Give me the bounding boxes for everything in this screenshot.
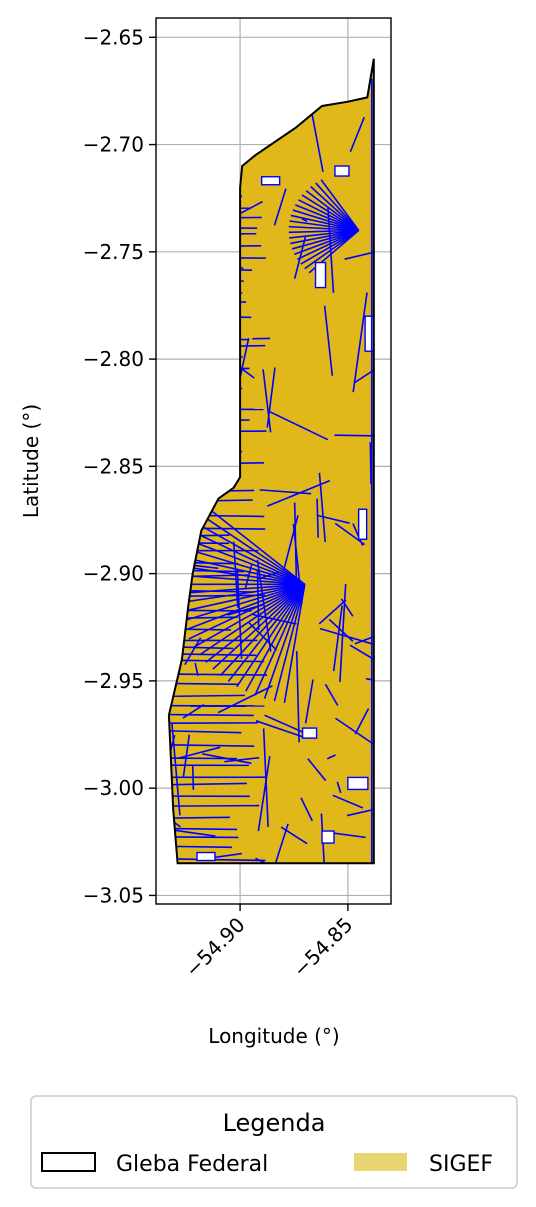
parcel-edge [164, 195, 242, 196]
x-tick-label: −54.90 [180, 913, 249, 982]
y-tick-label: −2.85 [83, 454, 144, 478]
parcel-edge [179, 515, 189, 597]
y-tick-label: −2.95 [83, 669, 144, 693]
y-axis-label: Latitude (°) [19, 404, 43, 518]
parcel-edge [164, 257, 266, 258]
parcel-edge [184, 305, 186, 374]
parcel-edge [334, 435, 373, 436]
parcel-edge [226, 428, 230, 451]
unregistered-gap [322, 831, 334, 843]
legend-label-sigef: SIGEF [429, 1152, 493, 1177]
parcel-edge [317, 499, 318, 538]
parcel-edge [197, 101, 201, 159]
parcel-edge [164, 328, 231, 329]
parcel-edge [164, 368, 250, 369]
parcel-edge [164, 399, 238, 401]
parcel-edge [164, 293, 242, 294]
unregistered-gap [303, 728, 317, 738]
y-tick-label: −2.90 [83, 562, 144, 586]
parcel-edge [159, 103, 178, 111]
parcel-edge [164, 281, 244, 282]
parcel-edge [173, 431, 194, 456]
parcel-edge [207, 253, 209, 309]
unregistered-gap [197, 853, 215, 861]
parcel-edge [204, 85, 245, 100]
parcel-edge [164, 269, 252, 271]
parcel-edge [164, 177, 229, 179]
parcel-edge [164, 227, 257, 228]
parcel-edge [230, 292, 234, 318]
unregistered-gap [348, 777, 368, 789]
parcel-edge [185, 347, 189, 370]
parcel-edge [182, 391, 188, 416]
parcel-edge [215, 261, 244, 269]
parcel-edge [207, 360, 233, 376]
parcel-edge [186, 468, 194, 474]
parcel-edge [196, 31, 205, 60]
parcel-edge [164, 378, 240, 379]
parcel-edge [164, 484, 232, 486]
parcel-edge [164, 806, 259, 807]
x-axis-label: Longitude (°) [208, 1024, 339, 1048]
parcel-edge [175, 218, 190, 222]
y-axis-ticks: −2.65 −2.70 −2.75 −2.80 −2.85 −2.90 −2.95 −3.00… [83, 25, 156, 907]
y-tick-label: −3.05 [83, 883, 144, 907]
legend-label-gleba-federal: Gleba Federal [116, 1152, 268, 1177]
legend-swatch-sigef [354, 1153, 407, 1171]
parcel-edge [207, 64, 216, 93]
parcel-edge [164, 207, 251, 208]
parcel-edge [164, 629, 231, 630]
parcel-edge [164, 409, 264, 410]
y-tick-label: −2.80 [83, 347, 144, 371]
y-tick-label: −2.75 [83, 240, 144, 264]
unregistered-gap [335, 166, 349, 176]
y-tick-label: −2.70 [83, 133, 144, 157]
parcel-edge [288, 95, 295, 100]
y-tick-label: −2.65 [83, 25, 144, 49]
legend-title: Legenda [223, 1109, 326, 1137]
x-axis-ticks: −54.90 −54.85 [180, 904, 357, 982]
legend: Legenda Gleba Federal SIGEF [31, 1096, 517, 1188]
x-tick-label: −54.85 [288, 913, 357, 982]
unregistered-gap [262, 177, 280, 185]
parcel-edge [164, 302, 246, 303]
parcel-edge [164, 356, 243, 357]
parcel-edge [164, 695, 245, 696]
parcel-edge [164, 714, 254, 715]
parcel-edge [182, 196, 184, 205]
parcel-edge [185, 222, 194, 277]
parcel-edge [190, 306, 202, 394]
unregistered-gap [316, 263, 326, 288]
parcel-edge [231, 344, 240, 352]
parcel-edge [207, 362, 234, 392]
parcel-edge [172, 94, 191, 123]
parcel-edge [164, 846, 232, 847]
y-tick-label: −3.00 [83, 776, 144, 800]
parcel-edge [164, 316, 251, 317]
parcel-edge [370, 442, 371, 484]
parcel-edge [193, 765, 194, 790]
parcel-edge [164, 217, 262, 218]
parcel-edge [164, 185, 237, 186]
parcel-edge [153, 160, 180, 180]
unregistered-gap [359, 509, 367, 539]
parcel-edge [164, 528, 265, 529]
